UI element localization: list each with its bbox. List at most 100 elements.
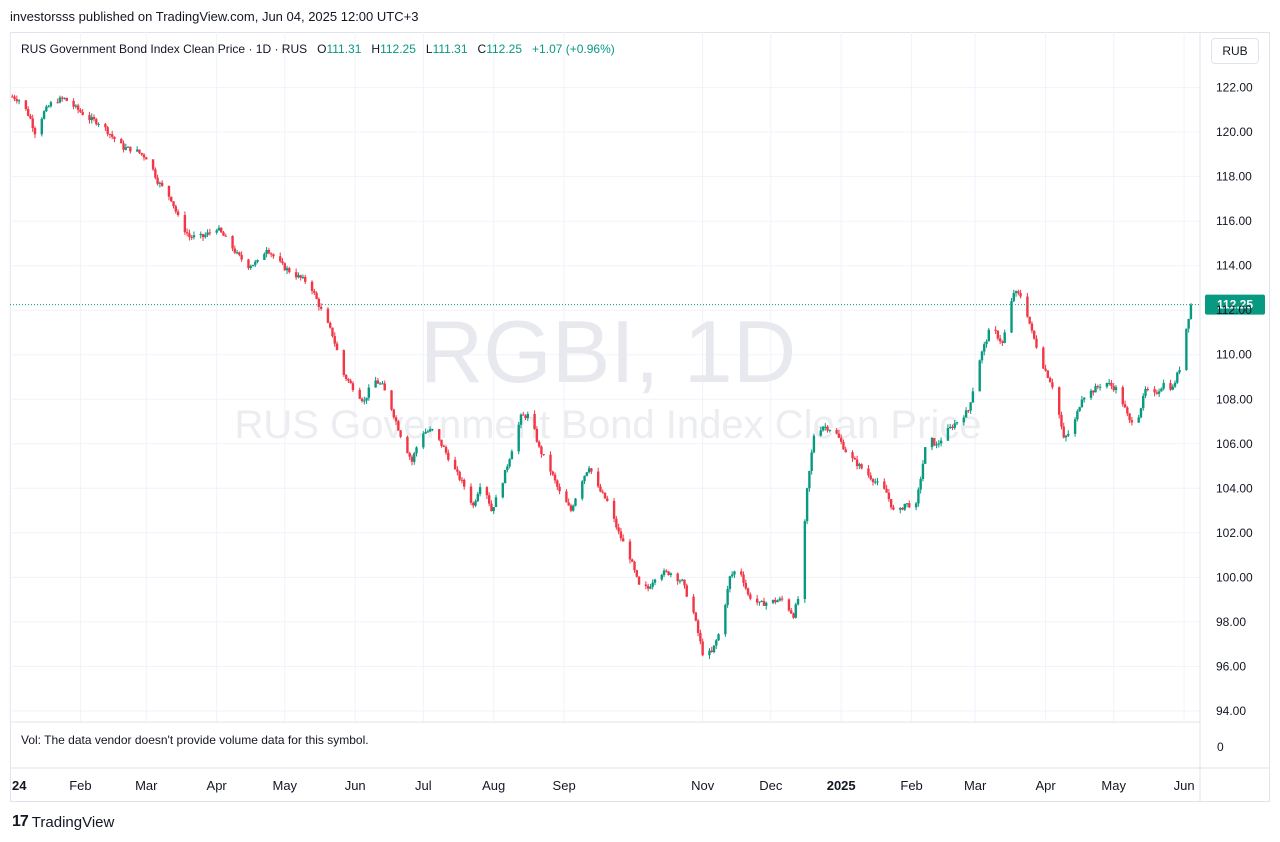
candle (883, 478, 886, 490)
candle (935, 441, 938, 449)
candle (522, 411, 525, 416)
candle (794, 602, 797, 619)
candle (1139, 407, 1143, 419)
candle (376, 378, 380, 384)
candle (1067, 430, 1070, 438)
candle (1153, 386, 1156, 397)
candle (1012, 289, 1015, 303)
candle (65, 97, 68, 102)
candle (1046, 370, 1050, 379)
candle (1028, 316, 1031, 325)
candle (908, 500, 911, 509)
candle (701, 638, 704, 657)
candle (297, 272, 300, 279)
candle (413, 451, 416, 465)
candle (172, 201, 175, 209)
candle (74, 104, 78, 109)
tradingview-brand[interactable]: 17 TradingView (12, 813, 114, 831)
candle (358, 387, 361, 400)
candle (1142, 393, 1145, 411)
candle (1051, 378, 1054, 390)
candle (378, 382, 382, 385)
candle (858, 462, 861, 470)
candle (1048, 376, 1052, 383)
candle (333, 332, 336, 347)
candle (360, 397, 364, 403)
watermark-symbol: RGBI, 1D (420, 302, 797, 401)
candle (206, 229, 209, 237)
candle (281, 258, 284, 265)
last-price-label: 112.25 (1205, 294, 1265, 315)
candle (422, 431, 425, 450)
candle (903, 503, 906, 511)
candle (740, 568, 743, 577)
candle (821, 426, 825, 432)
candle (431, 428, 434, 432)
candle (1160, 387, 1163, 392)
candle (215, 228, 218, 235)
candle (415, 446, 418, 457)
time-axis: 24 Feb Mar Apr May Jun Jul Aug Sep Nov Dec 2025 Feb M… (12, 778, 1195, 793)
candle (49, 100, 53, 108)
legend-symbol: RUS Government Bond Index Clean Price · … (21, 42, 308, 56)
candle (867, 464, 870, 478)
candle (844, 446, 847, 453)
candle (1126, 406, 1129, 417)
candle (567, 498, 570, 506)
legend-close-label: C (477, 42, 487, 56)
candle (1026, 292, 1029, 318)
candle (397, 419, 400, 431)
candle (540, 445, 543, 458)
candle (803, 519, 807, 603)
candle (835, 427, 838, 435)
candle (424, 428, 427, 434)
candle (510, 449, 514, 460)
candle (508, 458, 511, 469)
candle (569, 503, 573, 513)
candle (254, 259, 257, 268)
candle (335, 341, 339, 351)
candle (519, 413, 523, 429)
symbol-legend[interactable]: RUS Government Bond Index Clean Price · … (21, 42, 615, 56)
candle (1146, 386, 1149, 392)
candle (24, 100, 28, 112)
candle (453, 456, 457, 470)
candle (1014, 290, 1018, 297)
candle (980, 350, 984, 364)
candle (1030, 321, 1034, 334)
candle (469, 483, 473, 506)
candle (921, 459, 925, 482)
y-tick-label: 96.00 (1216, 659, 1246, 673)
candle (1033, 330, 1036, 340)
candle (619, 527, 623, 542)
candle (683, 579, 686, 589)
candle (374, 376, 377, 388)
candle (796, 596, 800, 606)
candle (837, 429, 841, 439)
y-tick-label: 98.00 (1216, 615, 1246, 629)
x-tick-label: Sep (553, 778, 576, 793)
candle (1144, 386, 1147, 399)
candle (612, 498, 616, 523)
currency-button[interactable]: RUB (1211, 38, 1259, 64)
y-tick-label: 100.00 (1216, 570, 1253, 584)
candle (551, 470, 554, 476)
y-tick-label: 106.00 (1216, 437, 1253, 451)
candle (603, 492, 607, 499)
candle (462, 478, 466, 490)
candle (460, 477, 464, 484)
candle (142, 153, 146, 161)
price-axis: 94.00 96.00 98.00 100.00 102.00 104.00 106.00 1… (1216, 81, 1253, 718)
candle (122, 140, 125, 153)
candle (771, 599, 775, 605)
candle (247, 258, 250, 270)
candle (917, 487, 920, 507)
candle (208, 228, 212, 236)
candle (251, 264, 255, 267)
candle (696, 618, 700, 637)
watermark: RGBI, 1D RUS Government Bond Index Clean… (234, 302, 981, 447)
candle (29, 113, 32, 120)
candle (363, 396, 366, 405)
candle (556, 479, 559, 491)
